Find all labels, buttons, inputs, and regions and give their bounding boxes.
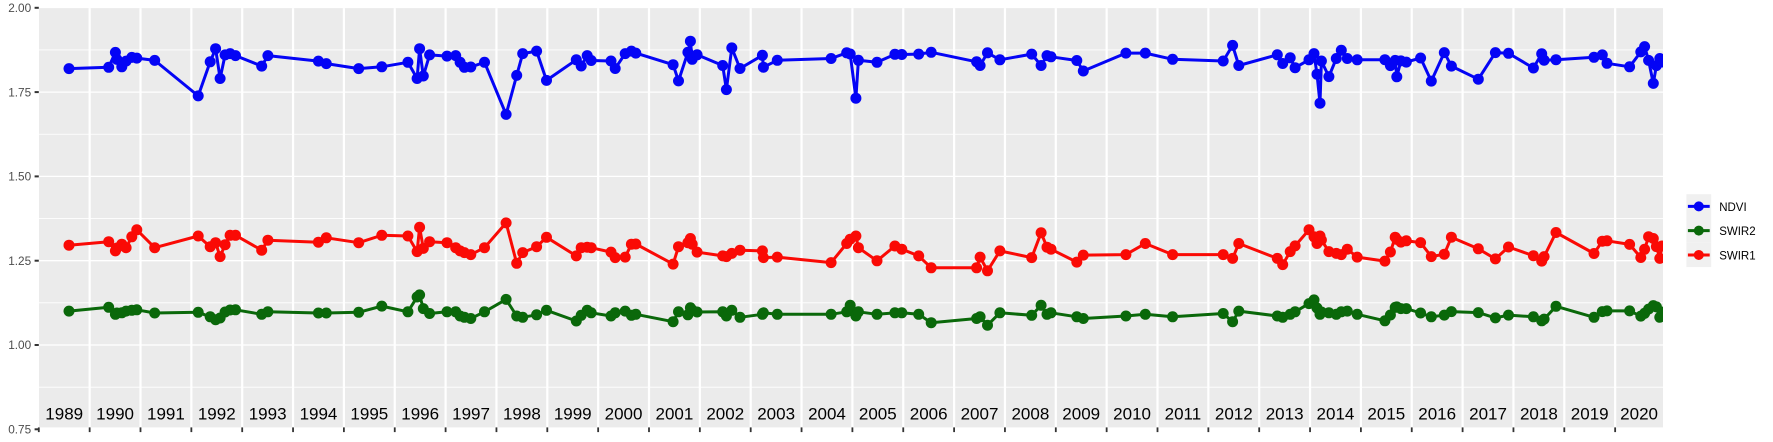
svg-text:1995: 1995 xyxy=(350,405,388,424)
svg-text:2000: 2000 xyxy=(605,405,643,424)
svg-text:1996: 1996 xyxy=(401,405,439,424)
svg-text:2018: 2018 xyxy=(1520,405,1558,424)
svg-text:2003: 2003 xyxy=(757,405,795,424)
svg-text:1990: 1990 xyxy=(96,405,134,424)
svg-text:SWIR2: SWIR2 xyxy=(1719,226,1755,238)
svg-text:1994: 1994 xyxy=(300,405,338,424)
svg-text:2011: 2011 xyxy=(1165,405,1202,424)
svg-text:2020: 2020 xyxy=(1620,405,1658,424)
svg-text:2.00: 2.00 xyxy=(8,1,31,15)
svg-text:2019: 2019 xyxy=(1571,405,1609,424)
svg-text:1998: 1998 xyxy=(503,405,541,424)
svg-text:1992: 1992 xyxy=(198,405,236,424)
svg-text:2014: 2014 xyxy=(1317,405,1355,424)
svg-text:1993: 1993 xyxy=(249,405,287,424)
svg-text:SWIR1: SWIR1 xyxy=(1719,250,1755,262)
svg-text:0.75: 0.75 xyxy=(8,423,31,437)
svg-text:1.00: 1.00 xyxy=(8,338,31,352)
svg-text:NDVI: NDVI xyxy=(1719,202,1746,214)
svg-text:2004: 2004 xyxy=(808,405,846,424)
svg-text:1991: 1991 xyxy=(147,405,185,424)
svg-text:2010: 2010 xyxy=(1113,405,1151,424)
svg-text:2002: 2002 xyxy=(706,405,744,424)
svg-text:1997: 1997 xyxy=(452,405,490,424)
svg-text:2001: 2001 xyxy=(656,405,694,424)
svg-text:2017: 2017 xyxy=(1469,405,1507,424)
svg-text:1999: 1999 xyxy=(554,405,592,424)
svg-text:2006: 2006 xyxy=(910,405,948,424)
svg-text:2005: 2005 xyxy=(859,405,897,424)
svg-text:1989: 1989 xyxy=(45,405,83,424)
svg-text:2009: 2009 xyxy=(1062,405,1100,424)
svg-text:1.25: 1.25 xyxy=(8,254,31,268)
svg-text:2013: 2013 xyxy=(1266,405,1304,424)
svg-text:2008: 2008 xyxy=(1011,405,1049,424)
svg-text:2016: 2016 xyxy=(1418,405,1456,424)
svg-text:2015: 2015 xyxy=(1367,405,1405,424)
svg-text:2007: 2007 xyxy=(961,405,999,424)
svg-text:1.75: 1.75 xyxy=(8,85,31,99)
svg-text:2012: 2012 xyxy=(1215,405,1253,424)
svg-text:1.50: 1.50 xyxy=(8,170,31,184)
